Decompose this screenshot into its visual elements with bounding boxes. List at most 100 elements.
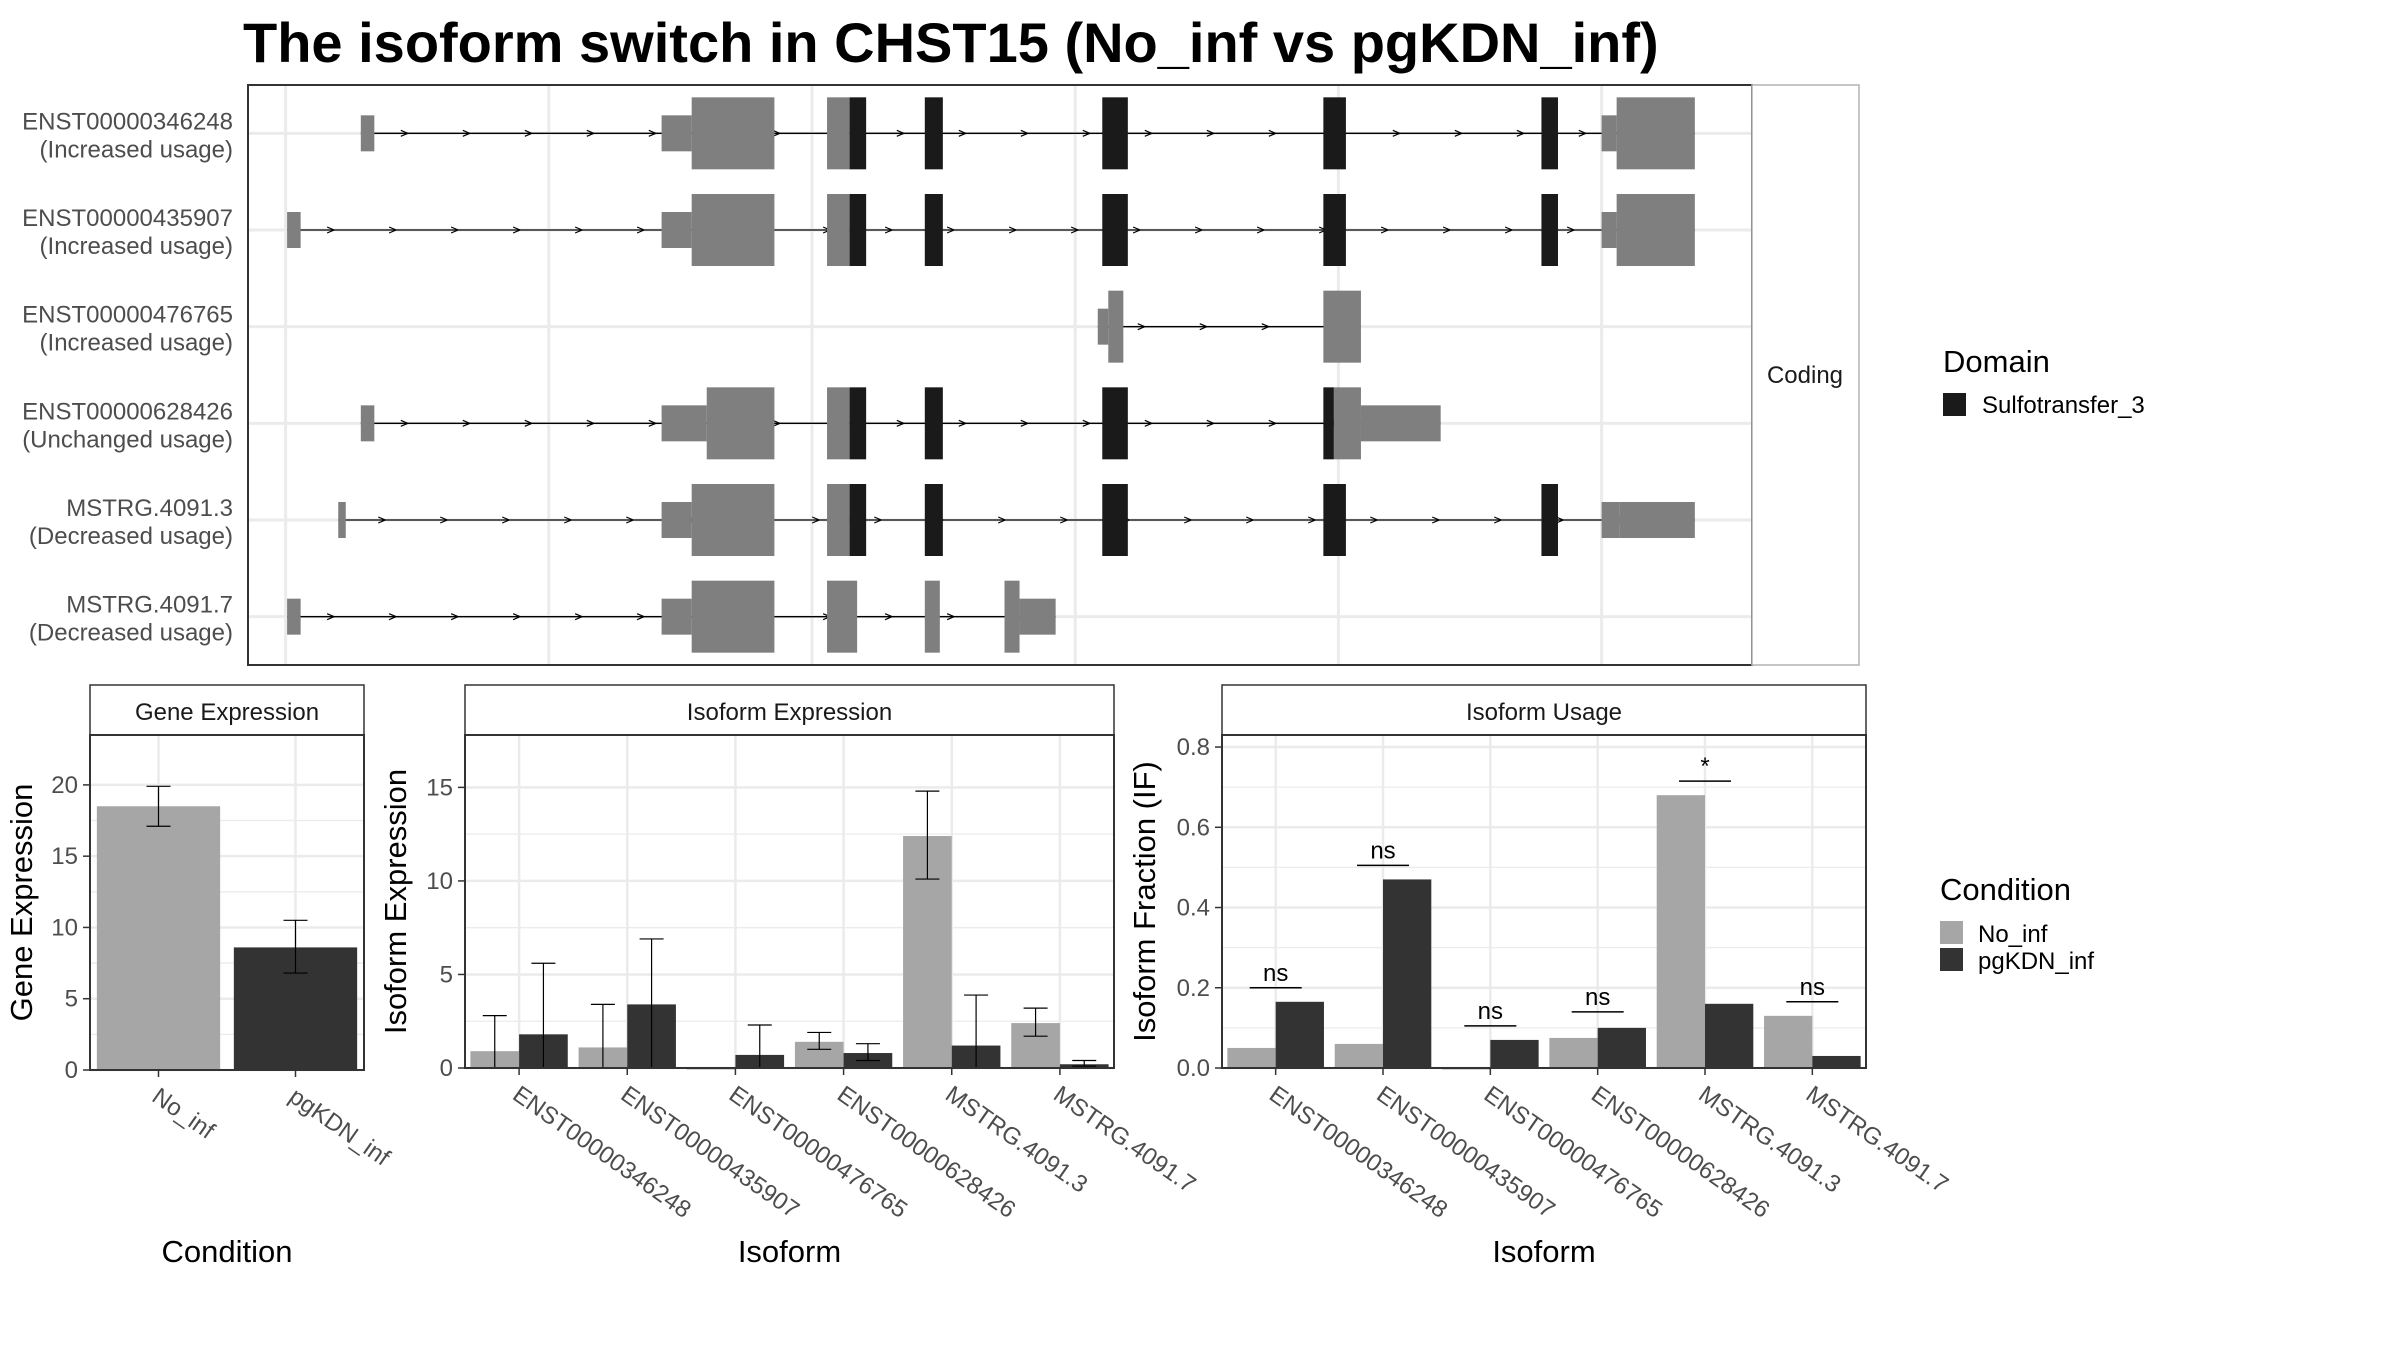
direction-arrow [1184,516,1193,524]
exon [1019,598,1056,635]
exon [827,97,850,170]
transcript-id-label: ENST00000346248 [22,108,233,135]
significance-label: ns [1585,984,1610,1011]
exon [661,405,707,442]
transcript-usage-label: (Increased usage) [40,233,233,260]
significance-label: * [1700,753,1709,780]
bar [1812,1055,1861,1068]
direction-arrow [1370,516,1379,524]
bar [1227,1047,1276,1068]
domain-exon [924,97,943,170]
legend-swatch [1940,921,1963,944]
direction-arrow [1194,226,1204,234]
domain-exon [1102,387,1128,460]
domain-exon [849,194,867,266]
transcript-usage-label: (Increased usage) [40,136,233,163]
exon [661,598,692,635]
direction-arrow [946,226,956,234]
exon [1097,308,1109,345]
direction-arrow [1008,226,1018,234]
bar [1334,1043,1383,1068]
facet-strip [1751,84,1860,666]
exon [1108,290,1124,363]
direction-arrow [1268,129,1278,137]
exon [691,194,775,266]
domain-exon [1541,484,1558,556]
direction-arrow [1261,323,1271,331]
direction-arrow [636,613,646,621]
domain-exon [1541,194,1558,266]
legend-title: Domain [1943,344,2050,379]
bar [1383,879,1432,1068]
exon [661,212,692,248]
significance-label: ns [1370,837,1395,864]
facet-strip-label: Coding [1767,362,1843,389]
direction-arrow [1060,516,1069,524]
panel-strip-title: Isoform Expression [687,699,892,726]
exon [287,598,301,635]
domain-legend: Domain Sulfotransfer_3 [1943,344,2145,419]
direction-arrow [1380,226,1390,234]
significance-label: ns [1478,998,1503,1025]
direction-arrow [1578,129,1588,137]
direction-arrow [1494,516,1503,524]
bar [1656,795,1705,1068]
x-tick-label: No_inf [147,1083,220,1145]
direction-arrow [450,613,460,621]
direction-arrow [812,516,821,524]
legend-label: Sulfotransfer_3 [1982,392,2145,419]
y-tick-label: 15 [426,774,453,801]
legend-swatch [1940,948,1963,971]
x-axis-title: Isoform [1492,1234,1595,1269]
direction-arrow [1308,516,1317,524]
x-axis-title: Condition [162,1234,293,1269]
direction-arrow [636,226,646,234]
panel-strip [89,684,365,736]
transcript-track [1097,290,1361,363]
direction-arrow [1020,419,1030,427]
exon [1333,387,1361,460]
direction-arrow [462,129,472,137]
y-tick-label: 5 [65,986,78,1013]
domain-exon [849,484,867,556]
transcript-track [287,580,1056,653]
transcript-track [287,194,1695,266]
legend-swatch [1943,393,1966,416]
bar [1490,1039,1539,1068]
y-tick-label: 10 [426,868,453,895]
domain-exon [1323,194,1346,266]
direction-arrow [874,516,883,524]
direction-arrow [772,129,782,137]
transcript-track [360,97,1695,170]
panel-strip [1221,684,1867,736]
direction-arrow [400,419,410,427]
gene-expression-panel: Gene Expression 0 5 10 15 20 No_inf pgKDN_inf Co… [4,684,395,1269]
direction-arrow [326,613,336,621]
y-tick-label: 0 [440,1055,453,1082]
exon [1601,212,1617,248]
domain-exon [1102,194,1128,266]
exon [1601,502,1620,538]
panel-strip-title: Gene Expression [135,699,319,726]
direction-arrow [524,419,534,427]
y-tick-label: 15 [51,843,78,870]
direction-arrow [1454,129,1464,137]
direction-arrow [1206,419,1216,427]
exon [1323,290,1361,363]
direction-arrow [378,516,387,524]
transcript-track [360,387,1441,460]
exon [706,387,775,460]
direction-arrow [574,613,584,621]
plot-border [1221,734,1867,1069]
bar [1549,1037,1598,1068]
transcript-id-label: ENST00000628426 [22,398,233,425]
transcript-id-label: ENST00000476765 [22,302,233,329]
y-axis-title: Gene Expression [4,784,39,1022]
transcript-id-label: MSTRG.4091.7 [66,592,233,619]
direction-arrow [400,129,410,137]
y-tick-label: 0.6 [1177,814,1210,841]
direction-arrow [1206,129,1216,137]
transcript-usage-label: (Decreased usage) [29,523,233,550]
exon [1360,405,1441,442]
